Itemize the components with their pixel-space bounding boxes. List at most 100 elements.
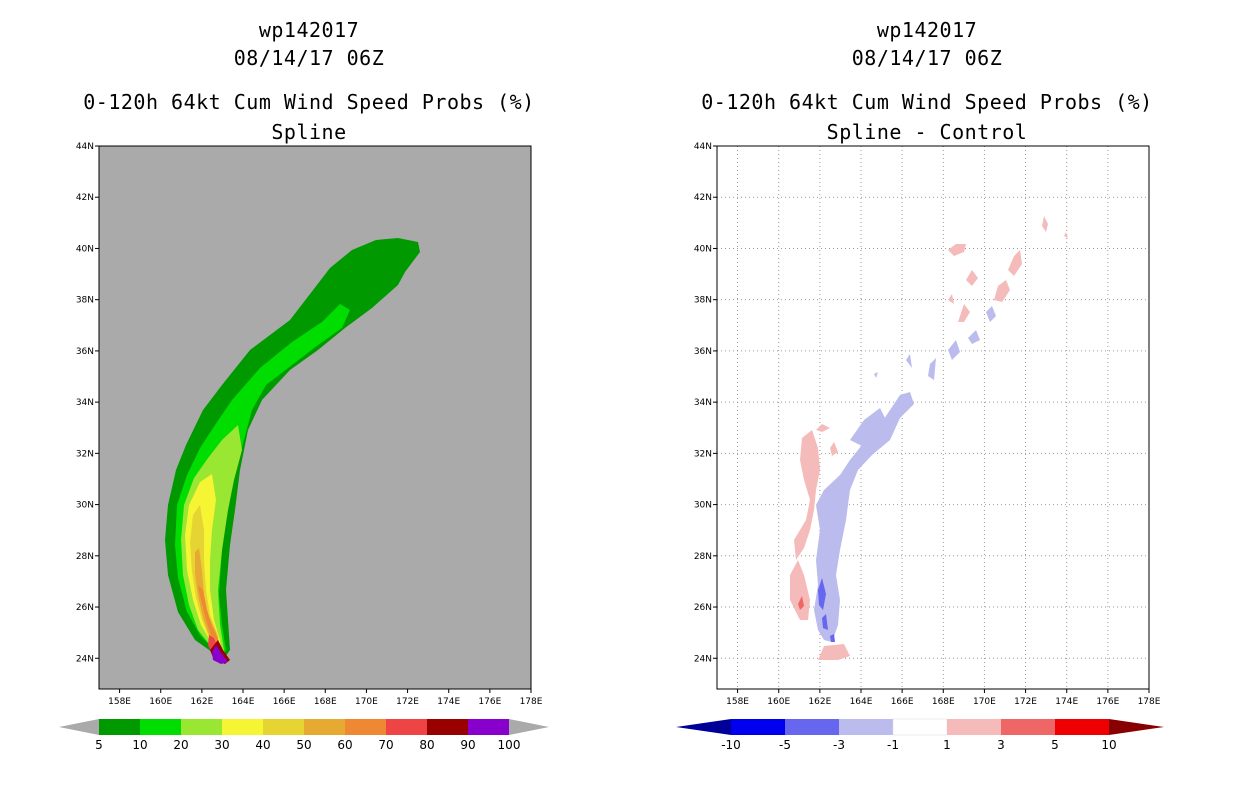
colorbar-segment-2 — [181, 719, 222, 735]
y-tick-label-4: 32N — [76, 449, 94, 459]
x-tick-label-1: 160E — [149, 697, 172, 707]
y-tick-label-0: 24N — [76, 654, 94, 664]
colorbar-label-6: 5 — [1051, 738, 1059, 752]
y-tick-label-2: 28N — [76, 552, 94, 562]
x-tick-label-3: 164E — [850, 697, 873, 707]
colorbar-segment-2 — [839, 719, 893, 735]
y-tick-label-9: 42N — [76, 193, 94, 203]
colorbar-segment-9 — [468, 719, 509, 735]
right-datetime: 08/14/17 06Z — [851, 46, 1003, 70]
colorbar-label-0: -10 — [721, 738, 741, 752]
x-tick-label-7: 172E — [396, 697, 419, 707]
pos-1-3-region — [794, 430, 820, 560]
y-tick-label-3: 30N — [694, 501, 712, 511]
right-panel: wp142017 08/14/17 06Z 0-120h 64kt Cum Wi… — [618, 0, 1236, 800]
contour-40 — [190, 505, 220, 652]
neg-1-3-patch-4 — [948, 340, 960, 360]
colorbar-segment-4 — [947, 719, 1001, 735]
colorbar-label-3: -1 — [887, 738, 899, 752]
y-tick-label-7: 38N — [694, 296, 712, 306]
x-tick-label-4: 166E — [891, 697, 914, 707]
colorbar-label-2: -3 — [833, 738, 845, 752]
pos-3-5-region — [798, 596, 804, 610]
y-tick-label-0: 24N — [694, 654, 712, 664]
neg-3-5-patch-2 — [830, 634, 835, 642]
colorbar-label-5: 3 — [997, 738, 1005, 752]
colorbar-label-7: 10 — [1101, 738, 1116, 752]
x-tick-label-10: 178E — [1138, 697, 1161, 707]
y-tick-label-9: 42N — [694, 193, 712, 203]
colorbar-label-4: 40 — [255, 738, 270, 752]
colorbar-label-8: 80 — [419, 738, 434, 752]
colorbar-label-6: 60 — [337, 738, 352, 752]
pos-1-3-patch-5 — [958, 304, 970, 322]
colorbar-segment-0 — [99, 719, 140, 735]
right-map-background — [717, 146, 1149, 689]
colorbar-segment-4 — [263, 719, 304, 735]
x-tick-label-8: 174E — [437, 697, 460, 707]
y-tick-label-6: 36N — [694, 347, 712, 357]
y-tick-label-1: 26N — [694, 603, 712, 613]
colorbar-segment-3 — [892, 718, 948, 736]
colorbar-segment-5 — [1001, 719, 1055, 735]
y-tick-label-5: 34N — [694, 398, 712, 408]
pos-1-3-patch-8 — [966, 270, 978, 286]
left-panel: wp142017 08/14/17 06Z 0-120h 64kt Cum Wi… — [59, 18, 549, 752]
contour-50 — [195, 548, 220, 650]
x-tick-label-2: 162E — [808, 697, 831, 707]
right-difference-contours — [790, 216, 1068, 660]
neg-3-5-patch-1 — [822, 614, 828, 630]
pos-1-3-patch-7 — [1008, 250, 1022, 276]
left-colorbar: 5 10 20 30 40 50 60 70 80 90 100 — [59, 719, 549, 752]
right-colorbar: -10 -5 -3 -1 1 3 5 10 — [676, 718, 1164, 752]
colorbar-label-3: 30 — [214, 738, 229, 752]
neg-1-3-patch-1 — [850, 408, 886, 446]
left-subtitle: Spline — [271, 120, 347, 144]
y-tick-label-4: 32N — [694, 449, 712, 459]
x-tick-label-0: 158E — [726, 697, 749, 707]
colorbar-label-5: 50 — [296, 738, 311, 752]
y-tick-label-10: 44N — [694, 142, 712, 152]
x-tick-label-4: 166E — [273, 697, 296, 707]
x-tick-label-5: 168E — [314, 697, 337, 707]
right-difference-map: 158E 160E 162E 164E 166E 168E 170E 172E 174E 176E… — [676, 142, 1164, 752]
x-tick-label-9: 176E — [478, 697, 501, 707]
colorbar-under-triangle — [676, 719, 731, 735]
colorbar-label-0: 5 — [95, 738, 103, 752]
neg-1-3-patch-7 — [874, 372, 878, 378]
pos-1-3-patch-6 — [994, 280, 1010, 302]
left-title: 0-120h 64kt Cum Wind Speed Probs (%) — [83, 90, 535, 114]
colorbar-segment-6 — [1055, 719, 1109, 735]
y-tick-label-7: 38N — [76, 296, 94, 306]
x-tick-label-0: 158E — [108, 697, 131, 707]
y-tick-label-1: 26N — [76, 603, 94, 613]
colorbar-segment-5 — [304, 719, 345, 735]
x-tick-label-6: 170E — [973, 697, 996, 707]
x-tick-label-8: 174E — [1055, 697, 1078, 707]
colorbar-label-2: 20 — [173, 738, 188, 752]
x-tick-label-6: 170E — [355, 697, 378, 707]
y-tick-label-3: 30N — [76, 501, 94, 511]
neg-1-3-patch-5 — [928, 358, 936, 380]
colorbar-label-1: -5 — [779, 738, 791, 752]
neg-1-3-patch-6 — [906, 354, 912, 368]
neg-3-5-region — [818, 578, 826, 610]
left-storm-id: wp142017 — [258, 18, 360, 42]
colorbar-segment-3 — [222, 719, 263, 735]
pos-1-3-patch-1 — [790, 560, 810, 620]
y-tick-label-2: 28N — [694, 552, 712, 562]
contour-90 — [212, 645, 228, 664]
pos-1-3-patch-11 — [948, 294, 954, 304]
colorbar-label-7: 70 — [378, 738, 393, 752]
x-tick-label-9: 176E — [1096, 697, 1119, 707]
y-tick-label-10: 44N — [76, 142, 94, 152]
x-tick-label-3: 164E — [232, 697, 255, 707]
y-tick-label-8: 40N — [694, 244, 712, 254]
pos-1-3-patch-2 — [818, 644, 850, 660]
pos-1-3-patch-9 — [948, 244, 966, 256]
right-storm-id: wp142017 — [876, 18, 978, 42]
left-axes: 158E 160E 162E 164E 166E 168E 170E 172E 174E 176E… — [76, 142, 543, 707]
x-tick-label-1: 160E — [767, 697, 790, 707]
right-subtitle: Spline - Control — [826, 120, 1028, 144]
colorbar-segment-0 — [731, 719, 785, 735]
